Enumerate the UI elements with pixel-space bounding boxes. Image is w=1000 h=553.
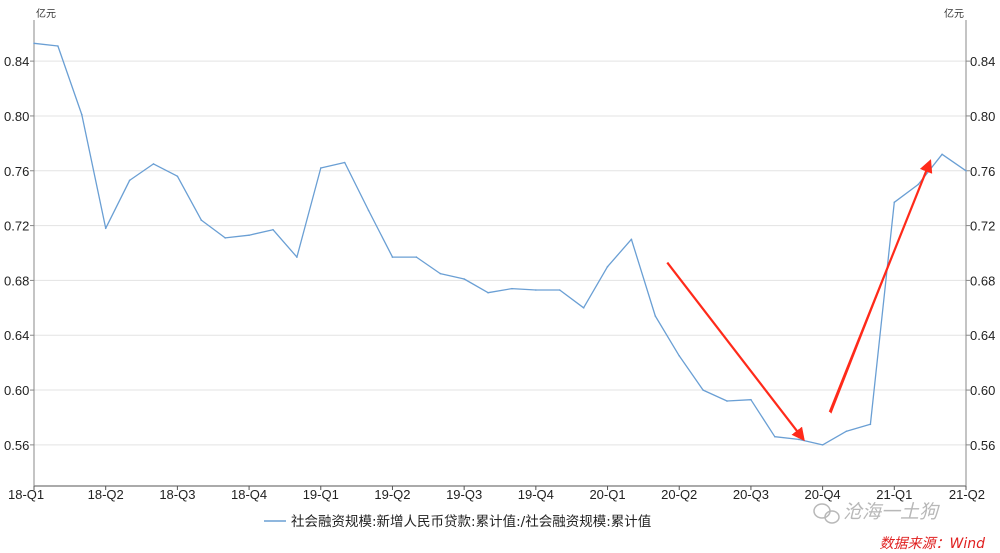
legend: 社会融资规模:新增人民币贷款:累计值:/社会融资规模:累计值 bbox=[264, 514, 651, 530]
data-point bbox=[80, 113, 83, 116]
data-point bbox=[535, 289, 537, 291]
axes bbox=[33, 20, 967, 487]
left-unit-label: 亿元 bbox=[36, 7, 56, 20]
annotations bbox=[666, 159, 933, 442]
x-tick-label: 20-Q4 bbox=[805, 487, 841, 502]
left-y-tick-label: 0.60 bbox=[4, 383, 29, 398]
data-point bbox=[104, 227, 107, 230]
right-y-tick-label: 0.72 bbox=[970, 219, 995, 234]
data-point bbox=[654, 315, 657, 317]
data-point bbox=[678, 354, 681, 357]
trend-arrow bbox=[666, 261, 805, 442]
x-tick-label: 18-Q2 bbox=[88, 487, 124, 502]
data-point bbox=[487, 291, 489, 294]
data-point bbox=[750, 398, 752, 401]
right-y-tick-label: 0.60 bbox=[970, 383, 995, 398]
data-point bbox=[630, 238, 633, 241]
x-tick-label: 18-Q1 bbox=[8, 487, 44, 502]
gridlines bbox=[34, 60, 966, 446]
right-y-tick-label: 0.84 bbox=[970, 54, 995, 69]
wechat-icon bbox=[813, 503, 840, 524]
data-point bbox=[343, 161, 346, 164]
data-point bbox=[463, 278, 465, 280]
data-point bbox=[941, 153, 943, 156]
data-point bbox=[511, 287, 513, 290]
left-y-tick-label: 0.80 bbox=[4, 109, 29, 124]
data-point bbox=[439, 272, 442, 275]
data-point bbox=[606, 265, 609, 268]
left-y-tick-label: 0.72 bbox=[4, 219, 29, 234]
data-point bbox=[391, 256, 394, 258]
data-point bbox=[152, 163, 155, 165]
data-point bbox=[248, 234, 250, 236]
data-point bbox=[965, 169, 967, 172]
x-tick-label: 20-Q1 bbox=[589, 487, 625, 502]
data-point bbox=[224, 237, 226, 239]
x-tick-label: 19-Q2 bbox=[374, 487, 410, 502]
left-y-tick-label: 0.76 bbox=[4, 164, 29, 179]
trend-arrow bbox=[828, 159, 933, 414]
data-point bbox=[821, 444, 824, 446]
left-y-tick-label: 0.64 bbox=[4, 328, 29, 343]
right-y-tick-label: 0.56 bbox=[970, 438, 995, 453]
x-tick-label: 21-Q1 bbox=[876, 487, 912, 502]
data-point bbox=[774, 435, 776, 438]
data-point bbox=[558, 289, 561, 291]
x-tick-label: 20-Q3 bbox=[733, 487, 769, 502]
arrow-line bbox=[666, 261, 805, 442]
right-y-tick-label: 0.80 bbox=[970, 109, 995, 124]
data-point bbox=[845, 430, 848, 432]
x-tick-label: 19-Q3 bbox=[446, 487, 482, 502]
data-point bbox=[415, 256, 418, 258]
data-point bbox=[367, 209, 370, 212]
data-point bbox=[869, 423, 872, 426]
right-y-tick-label: 0.76 bbox=[970, 164, 995, 179]
data-point bbox=[176, 175, 179, 178]
data-point bbox=[57, 45, 59, 47]
data-point bbox=[296, 256, 298, 258]
left-y-tick-label: 0.56 bbox=[4, 438, 29, 453]
x-tick-labels: 18-Q1 18-Q2 18-Q3 18-Q4 19-Q1 19-Q2 19-Q3 19-Q4… bbox=[8, 486, 985, 502]
data-point bbox=[797, 438, 800, 441]
x-tick-label: 18-Q3 bbox=[159, 487, 195, 502]
x-tick-label: 21-Q2 bbox=[949, 487, 985, 502]
data-point bbox=[582, 307, 585, 309]
right-y-tick-label: 0.68 bbox=[970, 273, 995, 288]
data-point bbox=[200, 219, 203, 221]
y-tick-labels: 0.56 0.56 0.60 0.60 0.64 0.64 0.68 0.68 0.72 0.72… bbox=[4, 54, 995, 453]
data-point bbox=[726, 400, 728, 402]
left-y-tick-label: 0.84 bbox=[4, 54, 29, 69]
right-unit-label: 亿元 bbox=[944, 7, 964, 20]
data-point bbox=[917, 183, 920, 186]
x-tick-label: 19-Q4 bbox=[518, 487, 554, 502]
series-line bbox=[33, 42, 967, 446]
data-point bbox=[702, 389, 704, 391]
data-point bbox=[33, 42, 35, 45]
x-tick-label: 18-Q4 bbox=[231, 487, 267, 502]
x-tick-label: 19-Q1 bbox=[303, 487, 339, 502]
data-point bbox=[272, 228, 274, 231]
data-point bbox=[128, 179, 131, 182]
data-point bbox=[893, 201, 896, 204]
x-tick-label: 20-Q2 bbox=[661, 487, 697, 502]
data-point bbox=[319, 167, 322, 169]
right-y-tick-label: 0.64 bbox=[970, 328, 995, 343]
legend-label: 社会融资规模:新增人民币贷款:累计值:/社会融资规模:累计值 bbox=[291, 514, 651, 530]
source-note: 数据来源：Wind bbox=[880, 536, 986, 552]
left-y-tick-label: 0.68 bbox=[4, 273, 29, 288]
series-layer bbox=[33, 42, 967, 446]
arrow-line bbox=[828, 159, 933, 413]
watermark-text: 沧海一土狗 bbox=[843, 501, 940, 523]
watermark: 沧海一土狗 bbox=[813, 501, 940, 524]
